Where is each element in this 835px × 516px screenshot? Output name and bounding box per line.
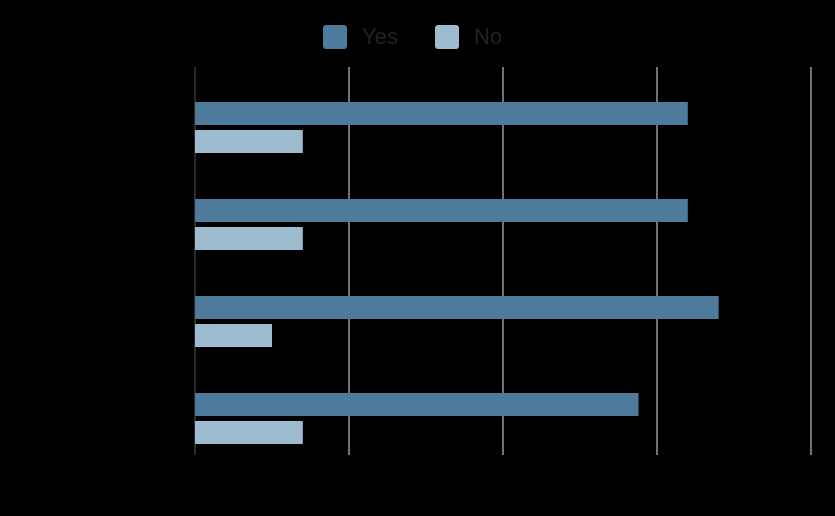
bar xyxy=(195,102,688,125)
x-tick-label: 75 xyxy=(649,462,665,478)
x-tick-label: 25 xyxy=(341,462,357,478)
bar xyxy=(195,130,303,153)
bar xyxy=(195,421,303,444)
legend-swatch xyxy=(435,25,459,49)
bar xyxy=(195,227,303,250)
x-tick-label: 0 xyxy=(191,462,199,478)
legend-label: Yes xyxy=(362,24,398,49)
bar xyxy=(195,199,688,222)
x-tick-label: 100 xyxy=(799,462,823,478)
bar xyxy=(195,393,639,416)
legend-label: No xyxy=(474,24,502,49)
legend-swatch xyxy=(323,25,347,49)
bar xyxy=(195,324,272,347)
bar xyxy=(195,296,719,319)
x-tick-label: 50 xyxy=(495,462,511,478)
